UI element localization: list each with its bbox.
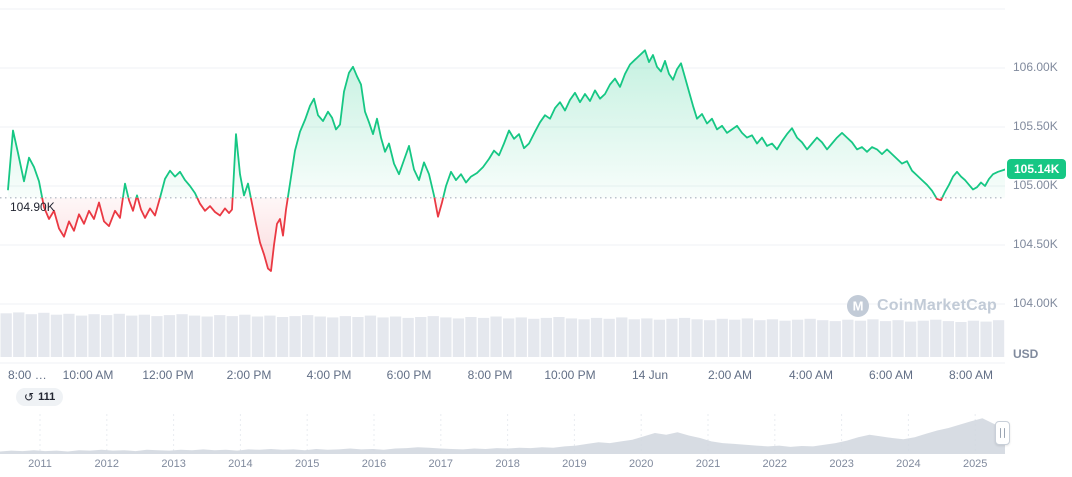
- time-axis-label: 2:00 PM: [226, 368, 272, 382]
- range-year-label: 2018: [495, 458, 520, 470]
- history-count: 111: [38, 391, 56, 403]
- main-chart-area[interactable]: 104.90K M CoinMarketCap: [0, 0, 1005, 364]
- range-year-label: 2023: [829, 458, 854, 470]
- time-axis-label: 4:00 AM: [788, 368, 834, 382]
- range-year-label: 2013: [161, 458, 186, 470]
- watermark: M CoinMarketCap: [846, 294, 997, 318]
- range-year-label: 2024: [896, 458, 921, 470]
- range-year-label: 2021: [695, 458, 721, 470]
- range-year-label: 2022: [762, 458, 788, 470]
- time-axis-label: 10:00 AM: [62, 368, 114, 382]
- range-year-label: 2011: [28, 458, 52, 470]
- time-axis-label: 8:00 PM: [467, 368, 513, 382]
- watermark-text: CoinMarketCap: [877, 297, 997, 314]
- history-clock-icon: ↺: [24, 390, 35, 404]
- open-price-label: 104.90K: [10, 200, 55, 214]
- current-price-badge: 105.14K: [1007, 159, 1067, 180]
- range-year-label: 2016: [361, 458, 387, 470]
- time-axis-label: 10:00 PM: [544, 368, 596, 382]
- price-chart[interactable]: [0, 0, 1005, 364]
- coinmarketcap-logo-icon: M: [847, 295, 869, 317]
- price-axis-label: 106.00K: [1013, 60, 1058, 74]
- range-year-label: 2020: [628, 458, 654, 470]
- range-year-label: 2017: [428, 458, 454, 470]
- time-axis-label: 2:00 AM: [707, 368, 753, 382]
- currency-label: USD: [1013, 347, 1039, 361]
- range-year-label: 2019: [562, 458, 587, 470]
- range-year-label: 2014: [228, 458, 253, 470]
- price-axis-label: 105.50K: [1013, 119, 1058, 133]
- time-axis-label: 4:00 PM: [306, 368, 352, 382]
- time-axis: 8:00 … 10:00 AM 12:00 PM 2:00 PM 4:00 PM 6:00…: [0, 364, 1005, 388]
- price-axis-label: 104.50K: [1013, 237, 1058, 251]
- history-badge[interactable]: ↺ 111: [16, 388, 64, 406]
- range-year-label: 2015: [294, 458, 320, 470]
- svg-text:M: M: [853, 299, 864, 314]
- price-axis-label: 104.00K: [1013, 296, 1058, 310]
- time-axis-label: 6:00 PM: [386, 368, 432, 382]
- range-year-label: 2012: [94, 458, 120, 470]
- time-axis-label: 14 Jun: [631, 368, 669, 382]
- range-selector[interactable]: 2011 2012 2013 2014 2015 2016 2017 2018 2019 2020…: [0, 408, 1020, 476]
- time-axis-label: 8:00 …: [8, 368, 47, 382]
- range-year-label: 2025: [962, 458, 988, 470]
- range-minimap-chart[interactable]: [0, 410, 1005, 454]
- price-axis: 105.14K USD 106.00K 105.50K 105.00K 104.50K…: [1005, 0, 1072, 364]
- time-axis-label: 8:00 AM: [948, 368, 994, 382]
- time-axis-label: 6:00 AM: [868, 368, 914, 382]
- price-axis-label: 105.00K: [1013, 178, 1058, 192]
- time-axis-label: 12:00 PM: [142, 368, 194, 382]
- range-drag-handle-icon[interactable]: [995, 421, 1010, 445]
